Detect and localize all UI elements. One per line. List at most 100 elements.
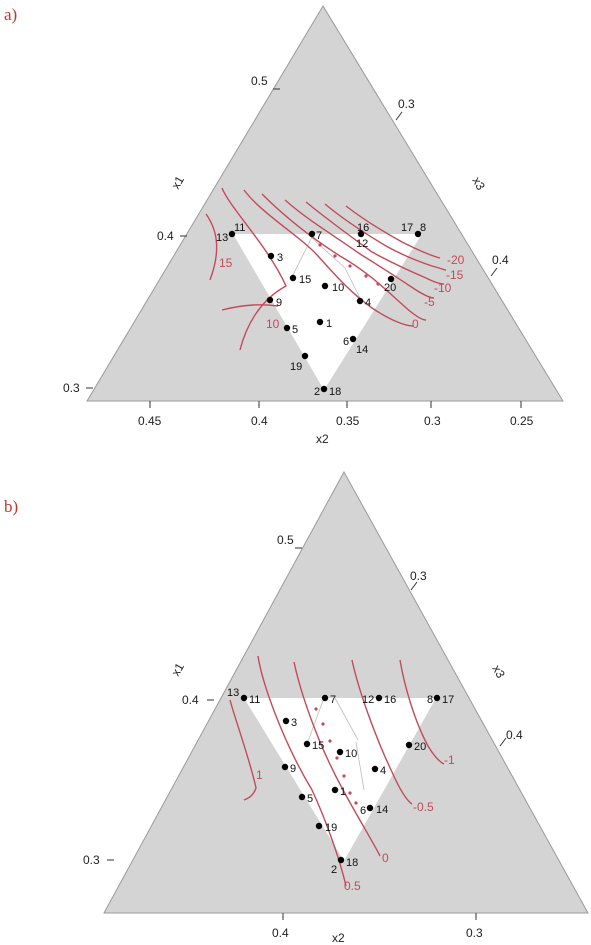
design-point — [282, 717, 290, 725]
point-label: 9 — [290, 763, 296, 775]
design-point — [266, 296, 274, 304]
point-label: 8 — [427, 694, 433, 706]
point-label: 16 — [357, 222, 369, 234]
point-label: 2 — [331, 864, 337, 876]
x1-tick: 0.5 — [277, 533, 294, 547]
point-label: 17 — [401, 222, 413, 234]
point-label: 5 — [292, 324, 298, 336]
design-points — [228, 230, 422, 393]
point-label: 1 — [340, 786, 346, 798]
point-label: 9 — [276, 297, 282, 309]
design-point — [331, 786, 339, 794]
design-point — [414, 230, 422, 238]
x2-tick: 0.25 — [510, 414, 534, 428]
contour-label: 1 — [256, 768, 263, 782]
design-point — [321, 694, 329, 702]
point-label: 6 — [343, 336, 349, 348]
x2-tick: 0.4 — [272, 926, 289, 940]
x3-tick: 0.4 — [506, 728, 523, 742]
panel-a: a) 0.5 0.4 0.3 0.3 0.4 0.45 0.4 0.35 — [4, 5, 564, 446]
x1-tick: 0.4 — [182, 693, 199, 707]
x2-tick: 0.45 — [138, 414, 162, 428]
design-point — [337, 856, 345, 864]
contour-line — [293, 661, 381, 857]
contour-line — [221, 304, 279, 311]
contour-label: -20 — [447, 253, 465, 267]
contour-line — [399, 659, 445, 765]
optimal-path-dots — [318, 243, 380, 286]
x2-tick: 0.4 — [251, 414, 268, 428]
point-label: 7 — [330, 694, 336, 706]
design-point — [228, 230, 236, 238]
point-label: 14 — [376, 804, 388, 816]
contour-label: 0 — [412, 317, 419, 331]
design-point — [281, 763, 289, 771]
point-label: 16 — [384, 694, 396, 706]
x3-tick: 0.3 — [410, 569, 427, 583]
contour-line — [284, 199, 435, 299]
design-point — [267, 252, 275, 260]
x3-axis-label: x3 — [489, 663, 508, 681]
point-label: 14 — [356, 344, 368, 356]
grid-lines — [306, 697, 365, 791]
optimal-path-dots — [314, 707, 358, 805]
contour-line — [221, 187, 287, 351]
x1-tick: 0.5 — [251, 74, 268, 88]
point-label: 11 — [234, 222, 245, 234]
point-label: 3 — [291, 717, 297, 729]
x1-axis-label: x1 — [168, 173, 187, 191]
point-label: 1 — [326, 318, 332, 330]
point-label: 18 — [346, 857, 358, 869]
x2-tick: 0.3 — [466, 926, 483, 940]
design-point — [289, 274, 297, 282]
contour-line — [229, 699, 257, 801]
point-label: 5 — [307, 793, 313, 805]
x2-axis-label: x2 — [332, 931, 345, 945]
contour-label: -0.5 — [413, 800, 434, 814]
design-point — [303, 740, 311, 748]
contour-line — [324, 203, 447, 271]
point-label: 10 — [345, 748, 357, 760]
design-point — [320, 385, 328, 393]
contour-label: -15 — [446, 268, 464, 282]
contour-label: 10 — [266, 317, 280, 331]
contour-line — [261, 193, 427, 321]
contour-line — [305, 201, 445, 285]
point-label: 10 — [332, 282, 344, 294]
design-point — [321, 282, 329, 290]
design-points — [240, 694, 441, 864]
point-label: 20 — [414, 741, 426, 753]
x1-axis-label: x1 — [168, 660, 187, 678]
point-label: 12 — [362, 694, 374, 706]
point-label: 13 — [216, 232, 228, 244]
design-point — [375, 694, 383, 702]
contour-line — [205, 213, 218, 281]
x1-tick: 0.3 — [63, 381, 80, 395]
contour-label: 0 — [382, 851, 389, 865]
design-point — [315, 822, 323, 830]
feasible-region — [244, 698, 436, 861]
design-point — [240, 694, 248, 702]
point-label: 12 — [356, 238, 368, 250]
x2-axis-label: x2 — [316, 432, 329, 446]
simplex-region — [103, 470, 589, 914]
design-point — [316, 318, 324, 326]
contour-label: 0.5 — [344, 879, 361, 893]
design-point — [308, 230, 316, 238]
x3-tick: 0.4 — [492, 253, 509, 267]
design-point — [336, 748, 344, 756]
point-label: 11 — [249, 694, 260, 706]
contour-line — [345, 205, 441, 259]
contour-line — [351, 659, 413, 805]
x1-tick: 0.3 — [83, 853, 100, 867]
design-point — [356, 297, 364, 305]
x3-tick: 0.3 — [398, 97, 415, 111]
grid-lines — [292, 234, 363, 303]
point-label: 18 — [329, 386, 341, 398]
design-point — [433, 694, 441, 702]
design-point — [405, 741, 413, 749]
point-label: 8 — [420, 222, 426, 234]
point-label: 7 — [316, 230, 322, 242]
contour-line — [257, 655, 347, 887]
